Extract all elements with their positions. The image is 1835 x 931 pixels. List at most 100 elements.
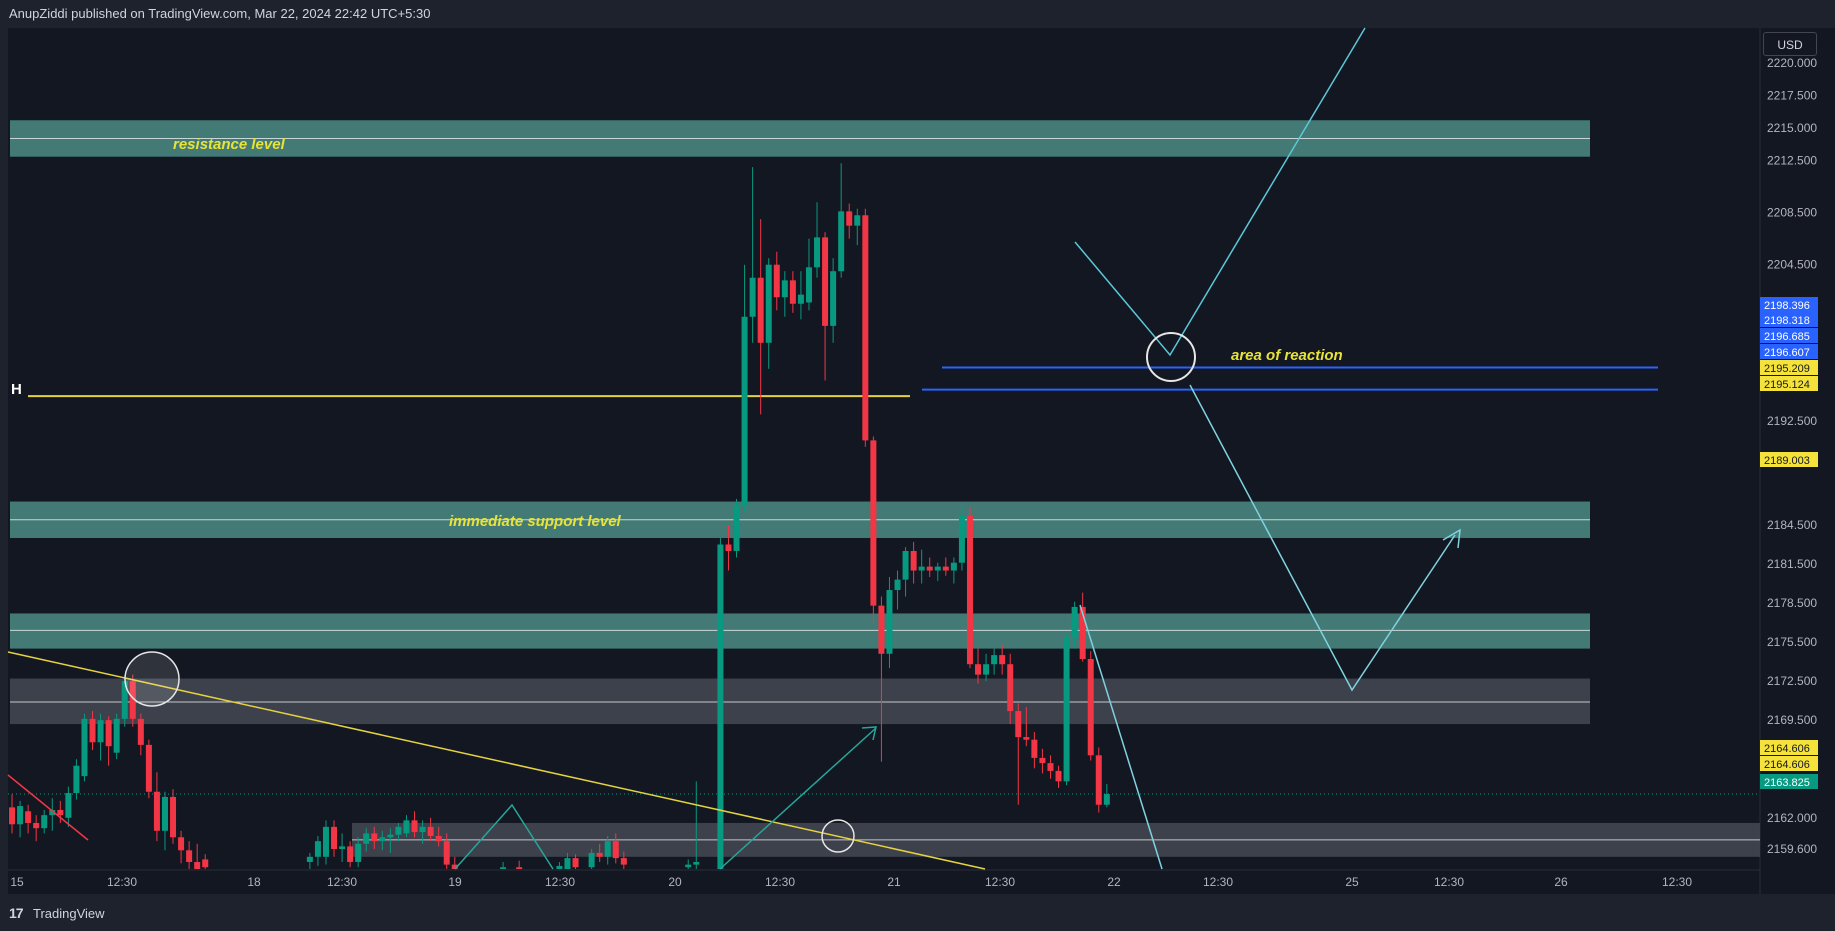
candle-body [789, 280, 796, 304]
candle-body [717, 544, 724, 869]
candle-body [918, 566, 925, 571]
candle-body [178, 837, 185, 851]
x-tick-label: 21 [887, 875, 901, 889]
price-badge-label: 2198.318 [1764, 315, 1810, 327]
candle-body [202, 859, 209, 868]
projection-arrowhead [1442, 528, 1461, 549]
y-tick-label: 2217.500 [1767, 89, 1817, 103]
x-tick-label: 12:30 [1203, 875, 1233, 889]
price-badge [1760, 452, 1818, 467]
x-tick-label: 12:30 [1662, 875, 1692, 889]
y-tick-label: 2159.600 [1767, 842, 1817, 856]
candle-body [765, 264, 772, 343]
candle-body [741, 316, 748, 506]
candle-body [170, 796, 177, 838]
candle-body [411, 820, 418, 833]
candle-body [17, 806, 24, 825]
candle-body [419, 826, 426, 833]
candle-body [902, 550, 909, 580]
x-tick-label: 12:30 [545, 875, 575, 889]
price-badge [1760, 297, 1818, 312]
y-tick-label: 2175.500 [1767, 635, 1817, 649]
y-axis-labels: 2220.000 2217.500 2215.000 2212.500 2208.500… [1767, 56, 1817, 856]
y-tick-label: 2181.500 [1767, 557, 1817, 571]
candle-body [435, 835, 442, 842]
red-trendline[interactable] [7, 774, 89, 841]
candle-body [1047, 763, 1054, 771]
candle-body [25, 811, 32, 823]
candle-body [1023, 737, 1030, 740]
candle-body [500, 867, 507, 869]
plot-area[interactable] [8, 28, 1760, 894]
candle-body [322, 826, 329, 857]
candle-body [564, 858, 571, 869]
candle-body [105, 720, 112, 747]
price-badge [1760, 312, 1818, 327]
candle-body [81, 718, 88, 777]
footer-bar: 17 TradingView [0, 895, 1835, 931]
candle-body [854, 215, 861, 226]
candle-body [999, 655, 1006, 665]
candle-body [129, 681, 136, 719]
candle-body [121, 681, 128, 719]
rise-arrowhead [861, 726, 877, 741]
rise-arrow[interactable] [719, 727, 877, 870]
candle-body [89, 718, 96, 743]
touch-circle-bottom[interactable] [821, 819, 855, 853]
candle-body [983, 664, 990, 675]
zone-3 [10, 678, 1590, 725]
candle-body [65, 793, 72, 818]
candle-body [379, 837, 386, 842]
y-tick-label: 2220.000 [1767, 56, 1817, 70]
candle-body [57, 809, 64, 816]
price-badge [1760, 344, 1818, 359]
y-tick-label: 2192.500 [1767, 414, 1817, 428]
candle-body [403, 820, 410, 834]
support-label: immediate support level [449, 513, 622, 530]
candles-layer [9, 163, 1110, 869]
candle-body [781, 280, 788, 298]
candle-body [975, 664, 982, 675]
price-badges: 2198.396 2198.318 2196.685 2196.607 2195.209… [1760, 297, 1818, 789]
currency-button[interactable]: USD [1763, 32, 1817, 56]
projection-path-lower[interactable] [1189, 384, 1456, 692]
candle-body [1055, 770, 1062, 782]
y-tick-label: 2208.500 [1767, 206, 1817, 220]
y-tick-label: 2178.500 [1767, 596, 1817, 610]
candle-body [958, 515, 965, 563]
footer-brand[interactable]: TradingView [33, 906, 105, 921]
candle-body [516, 867, 523, 869]
candle-body [822, 237, 829, 326]
h-level-label: H [11, 381, 22, 398]
area-of-reaction-label: area of reaction [1231, 347, 1343, 364]
candle-body [830, 271, 837, 326]
candle-body [306, 856, 313, 863]
y-tick-label: 2169.500 [1767, 713, 1817, 727]
price-chart[interactable]: resistance level immediate support level… [0, 0, 1835, 895]
candle-body [773, 264, 780, 298]
projection-path-upper[interactable] [1074, 27, 1366, 357]
tradingview-logo-icon[interactable]: 17 [9, 905, 24, 921]
resistance-label: resistance level [173, 136, 286, 153]
price-badge [1760, 756, 1818, 771]
projection-down-line[interactable] [1079, 604, 1163, 870]
lines-layer [8, 366, 1760, 795]
candle-body [878, 605, 885, 654]
y-tick-label: 2212.500 [1767, 154, 1817, 168]
candle-body [41, 815, 48, 829]
x-tick-label: 12:30 [1434, 875, 1464, 889]
candle-body [1095, 755, 1102, 805]
zigzag-pattern[interactable] [454, 803, 554, 870]
candle-body [1015, 711, 1022, 738]
candle-body [870, 440, 877, 606]
price-badge-label: 2198.396 [1764, 300, 1810, 312]
touch-circle-left[interactable] [124, 651, 180, 707]
candle-body [966, 515, 973, 665]
y-tick-label: 2204.500 [1767, 258, 1817, 272]
candle-body [113, 718, 120, 753]
candle-body [733, 505, 740, 551]
candle-body [894, 579, 901, 591]
reaction-circle[interactable] [1146, 332, 1196, 382]
candle-body [73, 765, 80, 794]
price-badge [1760, 360, 1818, 375]
